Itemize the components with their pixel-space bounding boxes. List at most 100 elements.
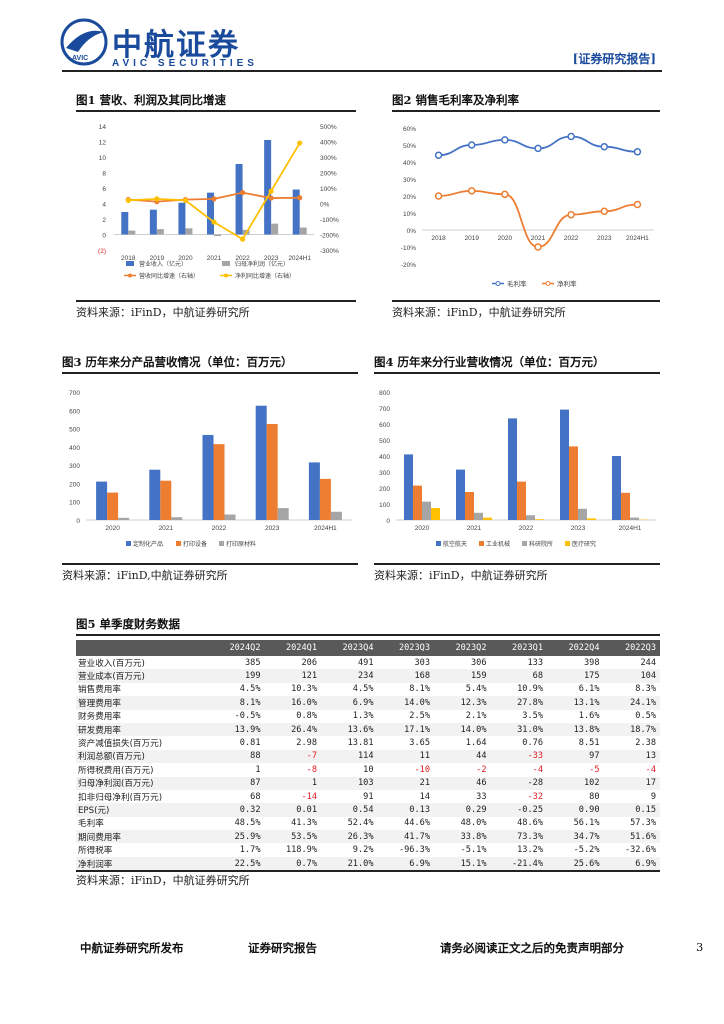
table-cell: 0.7%: [264, 856, 321, 871]
table-cell: 73.3%: [490, 830, 547, 844]
table-cell: 53.5%: [264, 830, 321, 844]
y-tick-label: 200: [69, 481, 80, 488]
x-tick-label: 2019: [150, 255, 165, 262]
figure4-title: 图4 历年来分行业营收情况（单位：百万元）: [374, 355, 605, 369]
line-point: [211, 219, 217, 225]
table-cell: 44: [434, 749, 491, 764]
x-tick-label: 2022: [212, 525, 227, 532]
line-point: [567, 210, 575, 219]
table-cell: -14: [301, 791, 317, 802]
table-cell: 57.3%: [630, 818, 656, 829]
legend-swatch: [565, 541, 570, 546]
line-point: [434, 192, 443, 200]
legend-label: 打印设备: [183, 540, 207, 548]
table-cell: 244: [640, 657, 656, 668]
table-row: 营业成本(百万元) 199 121 234 168 159 68 175 104: [76, 669, 660, 683]
figure3-bottom-rule: [62, 563, 358, 565]
bar: [319, 478, 331, 520]
y-tick-label: 20%: [403, 194, 416, 201]
table-cell: 118.9%: [285, 845, 317, 856]
table-header-cell: 2024Q1: [264, 640, 321, 656]
table-row: 研发费用率 13.9% 26.4% 13.6% 17.1% 14.0% 31.0% 13.8%…: [76, 722, 660, 737]
figure3-title: 图3 历年来分产品营收情况（单位：百万元）: [62, 355, 293, 369]
table-cell: 24.1%: [603, 696, 660, 710]
table-cell: 398: [583, 657, 600, 668]
table-cell: -33: [490, 749, 547, 764]
y-tick-label: 40%: [403, 160, 416, 167]
y-right-tick-label: 400%: [320, 140, 337, 147]
figure5-title-rule: [76, 634, 660, 636]
table-cell: 1.6%: [578, 711, 600, 722]
table-row: 扣非归母净利(百万元) 68 -14 91 14 33 -32 80 9: [76, 790, 660, 803]
table-cell: 13.2%: [517, 845, 543, 856]
figure2-source: 资料来源：iFinD，中航证券研究所: [392, 306, 566, 319]
table-cell: 25.9%: [208, 830, 265, 844]
row-label: 财务费用率: [78, 712, 121, 723]
table-cell: -96.3%: [398, 845, 430, 856]
table-cell: -5: [589, 764, 600, 775]
legend-swatch: [219, 541, 224, 546]
bar: [149, 469, 161, 520]
bar: [587, 518, 596, 520]
figure2-bottom-rule: [392, 300, 660, 302]
table-cell: 13.8%: [547, 722, 604, 737]
figure5-title: 图5 单季度财务数据: [76, 617, 181, 631]
table-cell: -5.2%: [573, 845, 600, 856]
line-point: [600, 207, 609, 216]
table-header-cell: 2024Q2: [208, 640, 265, 656]
figure4-chart: 800 700 600 500 400 300 200 100 0 2020 2021 2022 202…: [379, 390, 656, 548]
y-right-tick-label: 100%: [320, 186, 337, 193]
y-tick-label: 0%: [407, 228, 417, 235]
table-cell: 4.5%: [352, 684, 374, 695]
table-row: 利润总额(百万元) 88 -7 114 11 44 -33 97 13: [76, 749, 660, 764]
bar: [185, 228, 193, 235]
table-cell: -21.4%: [490, 856, 547, 871]
table-cell: -7: [264, 749, 321, 764]
figure2-title: 图2 销售毛利率及净利率: [392, 93, 520, 107]
table-header-cell: 2023Q2: [434, 640, 491, 656]
y-tick-label: 30%: [403, 177, 416, 184]
table-cell: 8.1%: [208, 696, 265, 710]
legend-marker: [495, 281, 501, 286]
table-cell: 22.5%: [208, 856, 265, 871]
bar: [560, 409, 569, 520]
table-cell: 1.64: [465, 738, 487, 749]
table-cell: 3.65: [409, 738, 430, 749]
legend-marker: [545, 281, 551, 286]
bar: [517, 481, 526, 520]
table-cell: 0.29: [434, 803, 491, 817]
table-row: 毛利率 48.5% 41.3% 52.4% 44.6% 48.0% 48.6% 56.1% 57…: [76, 817, 660, 830]
table-cell: 91: [363, 791, 374, 802]
legend-label: 航空航天: [443, 540, 467, 548]
table-cell: 51.6%: [603, 830, 660, 844]
table-cell: 1.3%: [352, 711, 374, 722]
y-tick-label: 700: [379, 406, 390, 413]
figure1-chart: 14 12 10 8 6 4 2 0 (2) 500% 400% 300% 200% 100% 0% -100…: [98, 124, 339, 280]
table-cell: 102: [547, 776, 604, 790]
table-row: 期间费用率 25.9% 53.5% 26.3% 41.7% 33.8% 73.3% 34.7%…: [76, 830, 660, 844]
y-left-tick-label: 2: [102, 217, 106, 224]
table-cell: 14.0%: [377, 696, 434, 710]
table-cell: 17: [603, 776, 660, 790]
bar: [107, 492, 119, 520]
figure2-title-rule: [392, 110, 660, 112]
table-row: 销售费用率 4.5% 10.3% 4.5% 8.1% 5.4% 10.9% 6.1% 8.3%: [76, 683, 660, 696]
x-tick-label: 2023: [265, 525, 280, 532]
figure3-chart: 700 600 500 400 300 200 100 0 2020 2021 2022 2023 20…: [69, 390, 352, 548]
y-left-tick-label: 12: [99, 140, 107, 147]
y-tick-label: 300: [69, 463, 80, 470]
x-tick-label: 2021: [207, 255, 222, 262]
table-cell: 44.6%: [404, 818, 430, 829]
y-left-tick-label: 6: [102, 186, 106, 193]
y-tick-label: 600: [69, 408, 80, 415]
figure1-source: 资料来源：iFinD，中航证券研究所: [76, 306, 250, 319]
y-right-tick-label: -300%: [320, 248, 339, 255]
financial-table: 2024Q2 2024Q1 2023Q4 2023Q3 2023Q2 2023Q1 2022…: [76, 640, 660, 871]
table-cell: 97: [547, 749, 604, 764]
y-tick-label: 100: [379, 502, 390, 509]
y-tick-label: 300: [379, 470, 390, 477]
table-cell: 114: [321, 749, 378, 764]
legend-label: 医疗研究: [572, 540, 596, 548]
table-cell: 8.1%: [409, 684, 430, 695]
x-tick-label: 2019: [464, 235, 479, 242]
